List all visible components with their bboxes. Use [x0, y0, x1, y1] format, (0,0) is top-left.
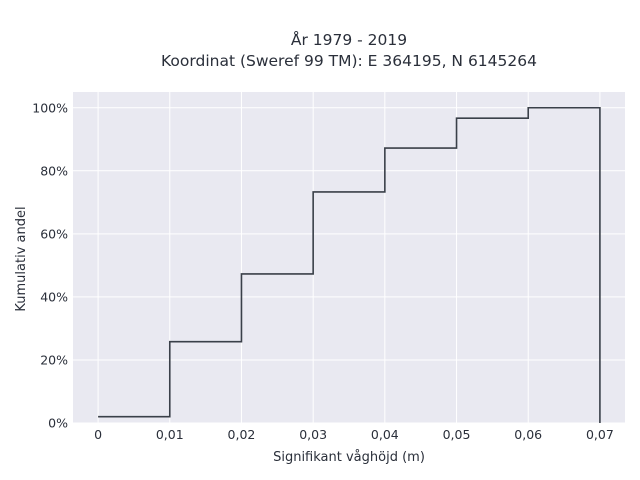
x-tick-label: 0,02: [228, 427, 256, 442]
x-tick-label: 0,03: [299, 427, 327, 442]
x-axis-title: Signifikant våghöjd (m): [273, 450, 425, 465]
chart-title: År 1979 - 2019: [291, 30, 407, 49]
x-tick-label: 0,01: [156, 427, 184, 442]
x-tick-label: 0,04: [371, 427, 399, 442]
x-tick-label: 0,06: [514, 427, 542, 442]
x-tick-label: 0,07: [586, 427, 614, 442]
x-axis-ticks: 0 0,01 0,02 0,03 0,04 0,05 0,06 0,07: [94, 427, 614, 442]
y-tick-label: 0%: [48, 416, 68, 431]
y-axis-title: Kumulativ andel: [14, 206, 29, 311]
y-tick-label: 80%: [40, 163, 68, 178]
x-tick-label: 0,05: [443, 427, 471, 442]
y-tick-label: 60%: [40, 226, 68, 241]
chart-subtitle: Koordinat (Sweref 99 TM): E 364195, N 61…: [161, 52, 537, 70]
y-axis-ticks: 0% 20% 40% 60% 80% 100%: [32, 100, 68, 430]
x-tick-label: 0: [94, 427, 102, 442]
y-tick-label: 100%: [32, 100, 68, 115]
y-tick-label: 40%: [40, 289, 68, 304]
plot-area: [73, 92, 625, 423]
step-series-line: [98, 106, 601, 423]
y-tick-label: 20%: [40, 352, 68, 367]
